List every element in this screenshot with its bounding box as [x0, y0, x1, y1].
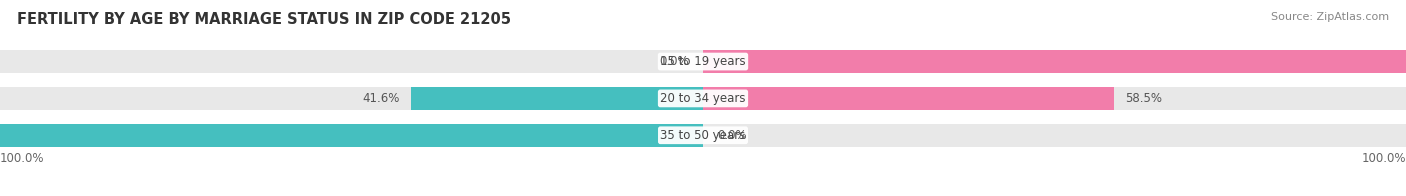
- Bar: [703, 87, 1115, 110]
- Text: 58.5%: 58.5%: [1125, 92, 1163, 105]
- Bar: [0, 124, 703, 147]
- Text: 0.0%: 0.0%: [659, 55, 689, 68]
- Bar: [0, 124, 1406, 147]
- Text: 15 to 19 years: 15 to 19 years: [661, 55, 745, 68]
- Text: 100.0%: 100.0%: [0, 152, 45, 165]
- Text: 100.0%: 100.0%: [1361, 152, 1406, 165]
- Text: FERTILITY BY AGE BY MARRIAGE STATUS IN ZIP CODE 21205: FERTILITY BY AGE BY MARRIAGE STATUS IN Z…: [17, 12, 510, 27]
- Bar: [703, 50, 1406, 73]
- Text: Source: ZipAtlas.com: Source: ZipAtlas.com: [1271, 12, 1389, 22]
- Text: 20 to 34 years: 20 to 34 years: [661, 92, 745, 105]
- Bar: [0, 87, 1406, 110]
- Text: 0.0%: 0.0%: [717, 129, 747, 142]
- Text: 35 to 50 years: 35 to 50 years: [661, 129, 745, 142]
- Text: 41.6%: 41.6%: [361, 92, 399, 105]
- Bar: [0, 50, 1406, 73]
- Bar: [411, 87, 703, 110]
